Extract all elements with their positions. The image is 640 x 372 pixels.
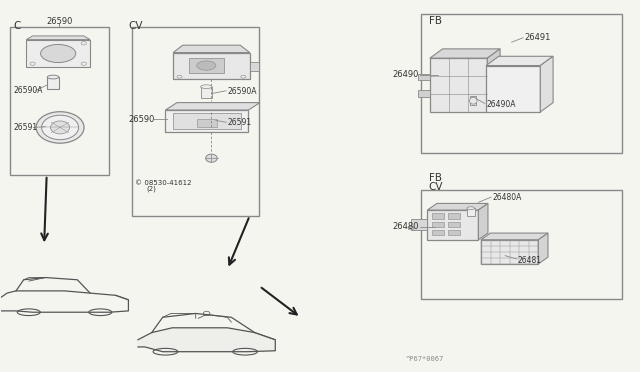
Polygon shape (478, 203, 488, 240)
Text: © 08530-41612: © 08530-41612 (135, 180, 191, 186)
Text: 26490A: 26490A (486, 100, 516, 109)
Bar (449, 222, 460, 227)
Text: 26590: 26590 (46, 17, 72, 26)
Polygon shape (173, 45, 250, 52)
Bar (470, 96, 476, 105)
Polygon shape (428, 203, 488, 210)
Bar (419, 90, 430, 97)
Text: 26481: 26481 (518, 256, 542, 264)
Bar (166, 110, 248, 132)
Text: 26590A: 26590A (13, 86, 43, 95)
Bar (250, 62, 259, 71)
Text: 26590A: 26590A (227, 87, 257, 96)
Bar (197, 119, 216, 127)
Polygon shape (540, 56, 553, 112)
Bar (421, 14, 622, 153)
Ellipse shape (469, 97, 477, 104)
Polygon shape (538, 233, 548, 264)
Bar (486, 65, 540, 112)
Polygon shape (26, 36, 90, 39)
Bar (408, 227, 413, 230)
Ellipse shape (47, 75, 59, 79)
Text: 26480: 26480 (392, 222, 419, 231)
Bar (47, 77, 59, 89)
Text: 26480A: 26480A (492, 193, 522, 202)
Bar (200, 87, 212, 98)
Bar (189, 58, 224, 73)
Ellipse shape (36, 112, 84, 143)
Bar (433, 230, 444, 235)
Polygon shape (481, 233, 548, 240)
Text: 26591: 26591 (227, 118, 252, 127)
Bar (173, 113, 241, 129)
Bar (10, 27, 109, 175)
Text: CV: CV (129, 21, 143, 31)
Ellipse shape (42, 115, 79, 140)
Text: C: C (13, 21, 21, 31)
Text: 26490: 26490 (392, 70, 419, 79)
Ellipse shape (40, 45, 76, 62)
Polygon shape (166, 103, 260, 110)
Polygon shape (138, 328, 275, 352)
Bar (433, 214, 444, 219)
Bar (430, 58, 487, 112)
Bar (433, 222, 444, 227)
Text: 26491: 26491 (524, 33, 551, 42)
Text: FB: FB (429, 16, 442, 26)
Bar (419, 74, 430, 80)
Text: 26591: 26591 (13, 123, 38, 132)
Text: 26590: 26590 (129, 115, 155, 124)
Ellipse shape (51, 121, 70, 134)
Text: FB: FB (429, 173, 442, 183)
Bar (428, 210, 478, 240)
Ellipse shape (467, 207, 474, 210)
Bar (132, 27, 259, 216)
Ellipse shape (205, 154, 217, 162)
Text: ^P67*0067: ^P67*0067 (406, 356, 444, 362)
Bar (467, 208, 474, 217)
Ellipse shape (196, 61, 216, 70)
Polygon shape (430, 49, 500, 58)
Text: CV: CV (429, 182, 443, 192)
Text: (2): (2) (147, 186, 156, 192)
Bar (449, 214, 460, 219)
Polygon shape (486, 56, 553, 65)
Bar (449, 230, 460, 235)
Bar (421, 190, 622, 299)
Bar (412, 219, 428, 231)
Ellipse shape (200, 85, 212, 89)
Bar (26, 39, 90, 67)
Bar (173, 52, 250, 78)
Polygon shape (487, 49, 500, 112)
Bar (481, 240, 538, 264)
